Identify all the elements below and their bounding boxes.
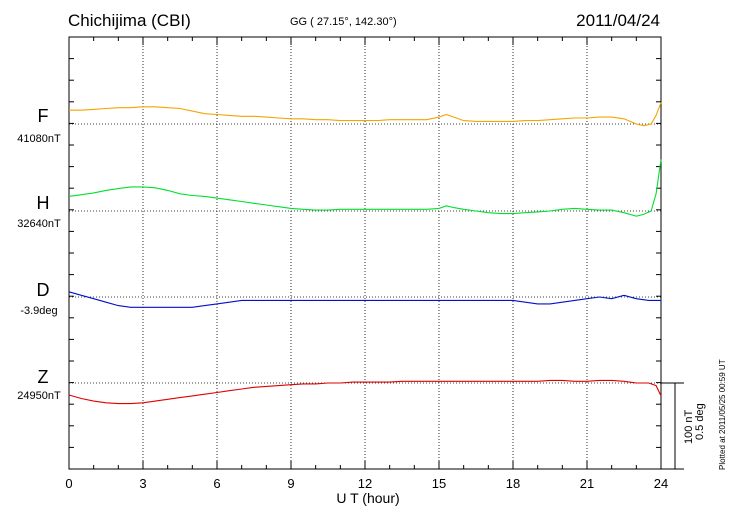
component-z-label: Z [37,367,49,387]
x-tick-label: 12 [357,476,373,491]
component-h-label: H [36,193,50,213]
series-lines [68,102,662,405]
series-line-d [68,291,661,308]
station-coordinates: GG ( 27.15°, 142.30°) [290,16,397,28]
component-d-label: D [36,280,50,300]
x-tick-label: 0 [65,476,73,491]
scale-deg-label: 0.5 deg [694,403,706,440]
x-tick-label: 3 [139,476,147,491]
x-tick-label: 15 [431,476,447,491]
component-z-baseline: 24950nT [17,390,61,402]
axis-ticks [68,37,662,469]
x-axis-label: U T (hour) [336,490,400,506]
scale-bar: 100 nT 0.5 deg [661,382,706,470]
x-tick-label: 18 [505,476,521,491]
series-line-h [68,159,662,217]
x-tick-label: 6 [213,476,221,491]
plotted-timestamp: Plotted at 2011/05/25 00:59 UT [718,359,727,470]
component-f-baseline: 41080nT [17,133,61,145]
x-tick-label: 21 [579,476,595,491]
component-h-baseline: 32640nT [17,218,61,230]
component-f-label: F [37,106,49,126]
series-line-f [69,102,662,127]
grid-lines [69,37,661,469]
series-line-z [68,379,662,405]
station-title: Chichijima (CBI) [68,11,191,30]
date-label: 2011/04/24 [576,11,660,30]
x-tick-label: 24 [653,476,669,491]
x-tick-label: 9 [287,476,295,491]
component-d-baseline: -3.9deg [20,305,58,317]
scale-nt-label: 100 nT [683,409,695,444]
